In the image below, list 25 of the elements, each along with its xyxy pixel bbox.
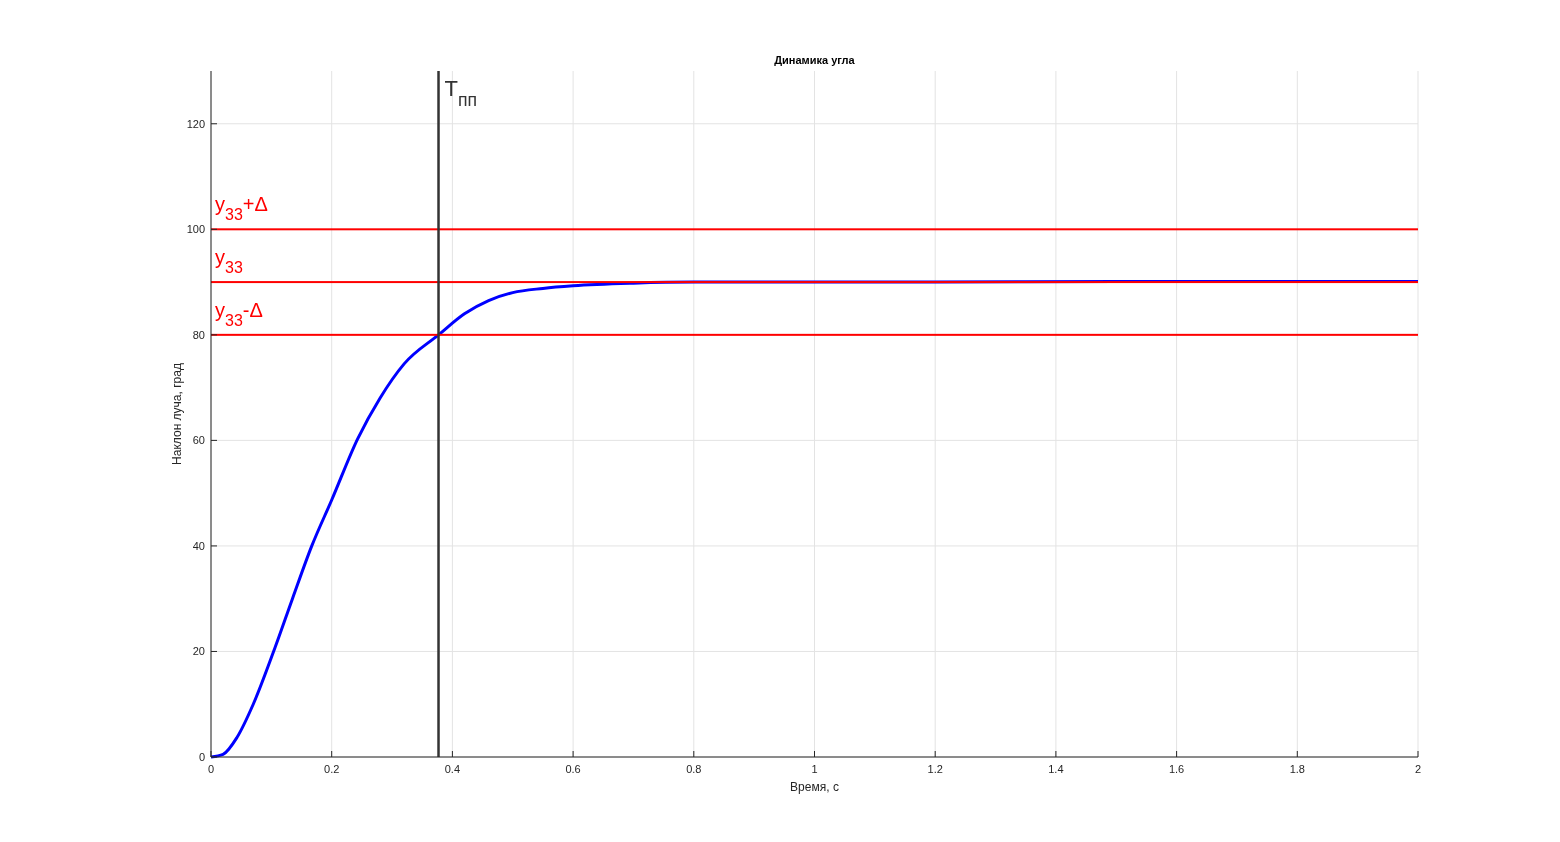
x-tick-label: 0.4 <box>444 763 461 775</box>
y-tick-label: 0 <box>198 751 205 763</box>
x-tick-label: 0.8 <box>686 763 702 775</box>
y-tick-label: 80 <box>192 328 205 341</box>
ref-line-label: y$_{33}$ <box>215 246 243 276</box>
y-tick-label: 100 <box>186 223 205 236</box>
y-tick-label: 120 <box>186 117 205 130</box>
y-axis-title: Наклон луча, град <box>170 363 184 465</box>
chart-title: Динамика угла <box>774 54 856 66</box>
x-tick-label: 1.8 <box>1289 763 1305 775</box>
y-tick-label: 60 <box>192 434 205 447</box>
y-tick-label: 40 <box>192 539 205 552</box>
x-tick-label: 1.2 <box>927 763 943 775</box>
x-tick-label: 1.6 <box>1168 763 1185 775</box>
x-tick-label: 1 <box>811 763 818 775</box>
x-tick-label: 2 <box>1414 763 1422 775</box>
ref-line-label: y$_{33}$-Δ <box>215 298 263 329</box>
x-tick-label: 0.6 <box>565 763 581 775</box>
x-tick-label: 0 <box>207 763 215 775</box>
ref-line-label: y$_{33}$+Δ <box>215 193 268 223</box>
ref-line-label: T$_{пп}$ <box>444 76 478 110</box>
x-tick-label: 1.4 <box>1048 763 1064 775</box>
x-tick-label: 0.2 <box>324 763 340 775</box>
y-tick-label: 20 <box>192 645 205 658</box>
x-axis-title: Время, с <box>790 780 839 794</box>
